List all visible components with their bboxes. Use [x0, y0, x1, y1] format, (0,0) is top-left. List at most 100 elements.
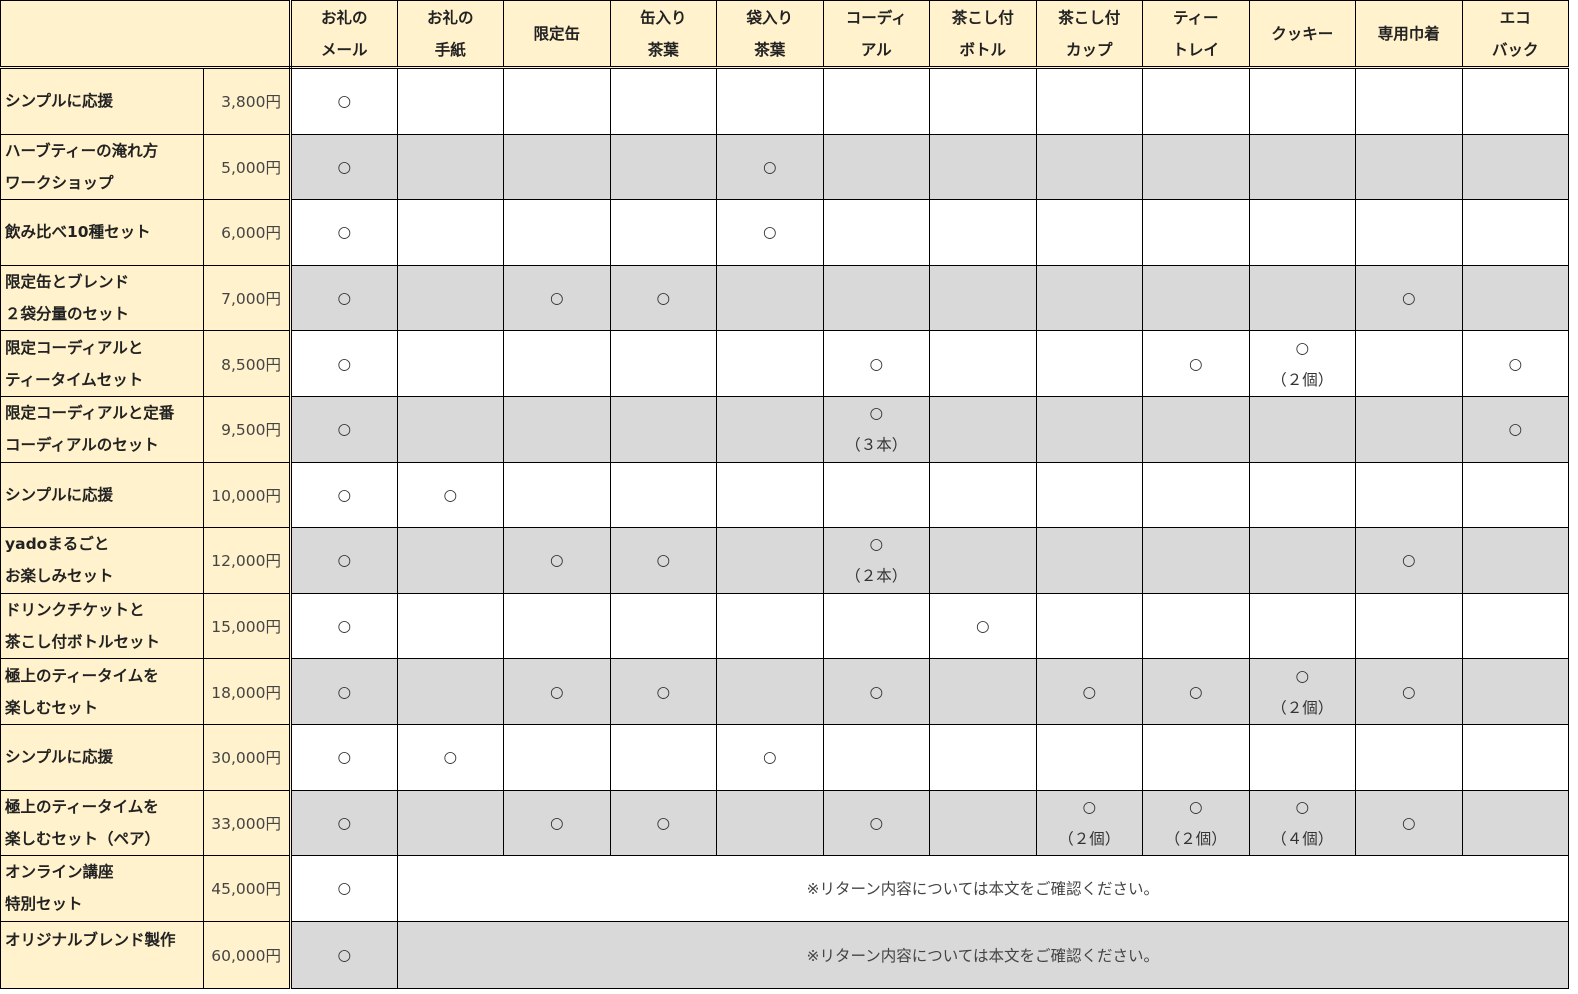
included-mark-cell: ○ [503, 658, 611, 725]
included-mark-cell: ○ （２本） [822, 527, 930, 594]
plan-name: 限定缶とブレンド ２袋分量のセット [0, 264, 204, 332]
empty-cell [716, 461, 824, 529]
plan-name: シンプルに応援 [0, 461, 204, 529]
empty-cell [503, 395, 611, 463]
included-mark-cell: ○ [290, 592, 398, 660]
empty-cell [1142, 199, 1250, 266]
plan-name: シンプルに応援 [0, 67, 204, 135]
empty-cell [396, 527, 504, 594]
included-mark-cell: ○ （２個） [1142, 789, 1250, 857]
included-mark-cell: ○ [1142, 658, 1250, 725]
empty-cell [1461, 67, 1569, 135]
plan-name: 限定コーディアルと ティータイムセット [0, 330, 204, 397]
plan-price: 8,500円 [203, 330, 292, 397]
empty-cell [503, 592, 611, 660]
see-details-note: ※リターン内容については本文をご確認ください。 [396, 855, 1569, 922]
empty-cell [1461, 723, 1569, 791]
included-mark-cell: ○ [1461, 330, 1569, 397]
empty-cell [1035, 527, 1143, 594]
empty-cell [609, 133, 717, 201]
empty-cell [1142, 461, 1250, 529]
included-mark-cell: ○ [290, 723, 398, 791]
included-mark-cell: ○ [822, 789, 930, 857]
included-mark-cell: ○ [290, 330, 398, 397]
empty-cell [1355, 199, 1463, 266]
included-mark-cell: ○ （４個） [1248, 789, 1356, 857]
table-row: 極上のティータイムを 楽しむセット 18,000円 ○ ○ ○ ○ ○ ○ ○ （２個） ○ [0, 658, 1569, 725]
table-row: 限定コーディアルと定番 コーディアルのセット 9,500円 ○ ○ （３本） ○ [0, 395, 1569, 463]
empty-cell [1142, 264, 1250, 332]
included-mark-cell: ○ [716, 199, 824, 266]
empty-cell [822, 133, 930, 201]
included-mark-cell: ○ [609, 527, 717, 594]
column-header: お礼の 手紙 [396, 0, 504, 69]
empty-cell [822, 592, 930, 660]
column-header: 限定缶 [503, 0, 611, 69]
empty-cell [1248, 199, 1356, 266]
plan-name: 飲み比べ10種セット [0, 199, 204, 266]
plan-price: 60,000円 [203, 920, 292, 990]
included-mark-cell: ○ [290, 199, 398, 266]
included-mark-cell: ○ [290, 855, 398, 922]
empty-cell [503, 461, 611, 529]
plan-price: 45,000円 [203, 855, 292, 922]
empty-cell [1461, 789, 1569, 857]
included-mark-cell: ○ [716, 133, 824, 201]
empty-cell [1248, 527, 1356, 594]
empty-cell [1461, 264, 1569, 332]
empty-cell [1248, 461, 1356, 529]
empty-cell [822, 723, 930, 791]
column-header: 専用巾着 [1355, 0, 1463, 69]
empty-cell [1142, 67, 1250, 135]
empty-cell [609, 67, 717, 135]
empty-cell [1461, 133, 1569, 201]
empty-cell [609, 592, 717, 660]
empty-cell [396, 658, 504, 725]
included-mark-cell: ○ [290, 527, 398, 594]
table-row: ドリンクチケットと 茶こし付ボトルセット 15,000円 ○ ○ [0, 592, 1569, 660]
column-header: ティー トレイ [1142, 0, 1250, 69]
plan-name: オンライン講座 特別セット [0, 855, 204, 922]
included-mark-cell: ○ （３本） [822, 395, 930, 463]
empty-cell [929, 199, 1037, 266]
included-mark-cell: ○ [290, 264, 398, 332]
included-mark-cell: ○ [1461, 395, 1569, 463]
empty-cell [1248, 67, 1356, 135]
included-mark-cell: ○ [1355, 264, 1463, 332]
empty-cell [396, 67, 504, 135]
empty-cell [1142, 723, 1250, 791]
column-header: 缶入り 茶葉 [609, 0, 717, 69]
empty-cell [609, 330, 717, 397]
included-mark-cell: ○ [290, 789, 398, 857]
included-mark-cell: ○ [1142, 330, 1250, 397]
empty-cell [609, 199, 717, 266]
included-mark-cell: ○ [1035, 658, 1143, 725]
included-mark-cell: ○ （２個） [1035, 789, 1143, 857]
included-mark-cell: ○ [503, 527, 611, 594]
plan-price: 7,000円 [203, 264, 292, 332]
included-mark-cell: ○ [290, 658, 398, 725]
table-row: yadoまるごと お楽しみセット 12,000円 ○ ○ ○ ○ （２本） ○ [0, 527, 1569, 594]
plan-name: ハーブティーの淹れ方 ワークショップ [0, 133, 204, 201]
table-row: 限定コーディアルと ティータイムセット 8,500円 ○ ○ ○ ○ （２個） ○ [0, 330, 1569, 397]
included-mark-cell: ○ [609, 264, 717, 332]
included-mark-cell: ○ [716, 723, 824, 791]
included-mark-cell: ○ [609, 658, 717, 725]
empty-cell [503, 723, 611, 791]
empty-cell [716, 789, 824, 857]
plan-price: 12,000円 [203, 527, 292, 594]
empty-cell [1461, 461, 1569, 529]
empty-cell [929, 395, 1037, 463]
table-body: シンプルに応援 3,800円 ○ ハーブティーの淹れ方 ワークショップ 5,000円 ○ ○… [0, 67, 1569, 990]
plan-name: yadoまるごと お楽しみセット [0, 527, 204, 594]
table-row: シンプルに応援 10,000円 ○ ○ [0, 461, 1569, 529]
empty-cell [929, 133, 1037, 201]
empty-cell [609, 723, 717, 791]
empty-cell [503, 330, 611, 397]
column-header: 茶こし付 カップ [1035, 0, 1143, 69]
empty-cell [1142, 592, 1250, 660]
empty-cell [396, 264, 504, 332]
empty-cell [1035, 264, 1143, 332]
plan-price: 33,000円 [203, 789, 292, 857]
